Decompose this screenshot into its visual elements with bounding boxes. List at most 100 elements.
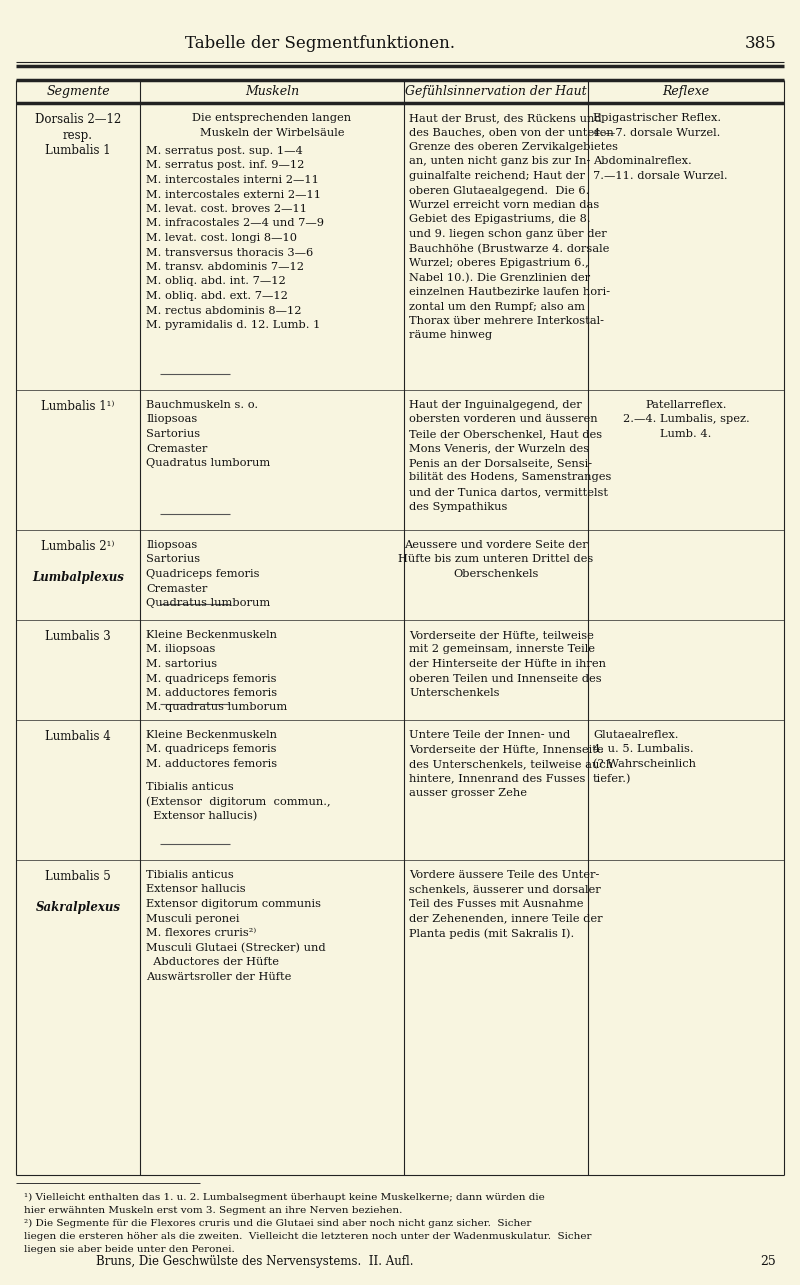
Text: guinalfalte reichend; Haut der: guinalfalte reichend; Haut der — [409, 171, 585, 181]
Text: Bauchmuskeln s. o.: Bauchmuskeln s. o. — [146, 400, 258, 410]
Text: M. levat. cost. longi 8—10: M. levat. cost. longi 8—10 — [146, 233, 297, 243]
Text: Dorsalis 2—12: Dorsalis 2—12 — [35, 113, 121, 126]
Text: Tibialis anticus: Tibialis anticus — [146, 783, 234, 792]
Text: Sartorius: Sartorius — [146, 429, 200, 439]
Text: 4. u. 5. Lumbalis.: 4. u. 5. Lumbalis. — [593, 744, 694, 754]
Text: Gebiet des Epigastriums, die 8.: Gebiet des Epigastriums, die 8. — [409, 215, 590, 225]
Text: M. infracostales 2—4 und 7—9: M. infracostales 2—4 und 7—9 — [146, 218, 324, 229]
Text: bilität des Hodens, Samenstranges: bilität des Hodens, Samenstranges — [409, 473, 611, 482]
Text: Glutaealreflex.: Glutaealreflex. — [593, 730, 678, 740]
Text: Die entsprechenden langen: Die entsprechenden langen — [193, 113, 351, 123]
Text: Mons Veneris, der Wurzeln des: Mons Veneris, der Wurzeln des — [409, 443, 589, 454]
Text: Aeussere und vordere Seite der: Aeussere und vordere Seite der — [404, 540, 588, 550]
Text: Abductores der Hüfte: Abductores der Hüfte — [146, 957, 279, 968]
Text: Cremaster: Cremaster — [146, 443, 207, 454]
Text: des Sympathikus: des Sympathikus — [409, 501, 507, 511]
Text: Abdominalreflex.: Abdominalreflex. — [593, 157, 692, 167]
Text: an, unten nicht ganz bis zur In-: an, unten nicht ganz bis zur In- — [409, 157, 590, 167]
Text: M. sartorius: M. sartorius — [146, 659, 217, 669]
Text: liegen die ersteren höher als die zweiten.  Vielleicht die letzteren noch unter : liegen die ersteren höher als die zweite… — [24, 1232, 591, 1241]
Text: Unterschenkels: Unterschenkels — [409, 687, 499, 698]
Text: des Bauches, oben von der unteren: des Bauches, oben von der unteren — [409, 127, 614, 137]
Text: Kleine Beckenmuskeln: Kleine Beckenmuskeln — [146, 630, 277, 640]
Text: Wurzel erreicht vorn median das: Wurzel erreicht vorn median das — [409, 200, 599, 209]
Text: Planta pedis (mit Sakralis I).: Planta pedis (mit Sakralis I). — [409, 928, 574, 938]
Text: Lumbalis 3: Lumbalis 3 — [45, 630, 111, 642]
Text: Reflexe: Reflexe — [662, 85, 710, 98]
Text: (Extensor  digitorum  commun.,: (Extensor digitorum commun., — [146, 797, 330, 807]
Text: Iliopsoas: Iliopsoas — [146, 540, 198, 550]
Text: Segmente: Segmente — [46, 85, 110, 98]
Text: M. rectus abdominis 8—12: M. rectus abdominis 8—12 — [146, 306, 302, 316]
Text: ²) Die Segmente für die Flexores cruris und die Glutaei sind aber noch nicht gan: ²) Die Segmente für die Flexores cruris … — [24, 1219, 531, 1228]
Text: Extensor hallucis: Extensor hallucis — [146, 884, 246, 894]
Text: M. intercostales externi 2—11: M. intercostales externi 2—11 — [146, 189, 321, 199]
Text: Haut der Brust, des Rückens und: Haut der Brust, des Rückens und — [409, 113, 602, 123]
Text: oberen Glutaealgegend.  Die 6.: oberen Glutaealgegend. Die 6. — [409, 185, 590, 195]
Text: 25: 25 — [760, 1255, 776, 1268]
Text: 4.—7. dorsale Wurzel.: 4.—7. dorsale Wurzel. — [593, 127, 720, 137]
Text: Bruns, Die Geschwülste des Nervensystems.  II. Aufl.: Bruns, Die Geschwülste des Nervensystems… — [96, 1255, 414, 1268]
Text: Lumbalis 2¹⁾: Lumbalis 2¹⁾ — [42, 540, 114, 553]
Text: Sartorius: Sartorius — [146, 555, 200, 564]
Text: Patellarreflex.: Patellarreflex. — [646, 400, 726, 410]
Text: des Unterschenkels, teilweise auch: des Unterschenkels, teilweise auch — [409, 759, 613, 768]
Text: M. obliq. abd. int. 7—12: M. obliq. abd. int. 7—12 — [146, 276, 286, 287]
Text: Lumb. 4.: Lumb. 4. — [660, 429, 712, 439]
Text: Epigastrischer Reflex.: Epigastrischer Reflex. — [593, 113, 721, 123]
Text: M. serratus post. inf. 9—12: M. serratus post. inf. 9—12 — [146, 161, 304, 171]
Text: Iliopsoas: Iliopsoas — [146, 415, 198, 424]
Text: Gefühlsinnervation der Haut: Gefühlsinnervation der Haut — [405, 85, 587, 98]
Text: Penis an der Dorsalseite, Sensi-: Penis an der Dorsalseite, Sensi- — [409, 457, 592, 468]
Text: Musculi Glutaei (Strecker) und: Musculi Glutaei (Strecker) und — [146, 942, 326, 952]
Text: Quadriceps femoris: Quadriceps femoris — [146, 569, 259, 580]
Text: Kleine Beckenmuskeln: Kleine Beckenmuskeln — [146, 730, 277, 740]
Text: ausser grosser Zehe: ausser grosser Zehe — [409, 788, 527, 798]
Text: M. quadriceps femoris: M. quadriceps femoris — [146, 744, 277, 754]
Text: M. levat. cost. broves 2—11: M. levat. cost. broves 2—11 — [146, 204, 307, 215]
Text: 385: 385 — [744, 35, 776, 51]
Text: mit 2 gemeinsam, innerste Teile: mit 2 gemeinsam, innerste Teile — [409, 645, 595, 654]
Text: liegen sie aber beide unter den Peronei.: liegen sie aber beide unter den Peronei. — [24, 1245, 234, 1254]
Text: der Hinterseite der Hüfte in ihren: der Hinterseite der Hüfte in ihren — [409, 659, 606, 669]
Text: Musculi peronei: Musculi peronei — [146, 914, 239, 924]
Text: 7.—11. dorsale Wurzel.: 7.—11. dorsale Wurzel. — [593, 171, 728, 181]
Text: Tabelle der Segmentfunktionen.: Tabelle der Segmentfunktionen. — [185, 35, 455, 51]
Text: Haut der Inguinalgegend, der: Haut der Inguinalgegend, der — [409, 400, 582, 410]
Text: Thorax über mehrere Interkostal-: Thorax über mehrere Interkostal- — [409, 316, 604, 326]
Text: Nabel 10.). Die Grenzlinien der: Nabel 10.). Die Grenzlinien der — [409, 272, 590, 283]
Text: M. serratus post. sup. 1—4: M. serratus post. sup. 1—4 — [146, 146, 302, 155]
Text: räume hinweg: räume hinweg — [409, 330, 492, 341]
Text: Lumbalis 1¹⁾: Lumbalis 1¹⁾ — [42, 400, 114, 412]
Text: einzelnen Hautbezirke laufen hori-: einzelnen Hautbezirke laufen hori- — [409, 287, 610, 297]
Text: M. intercostales interni 2—11: M. intercostales interni 2—11 — [146, 175, 319, 185]
Text: M. obliq. abd. ext. 7—12: M. obliq. abd. ext. 7—12 — [146, 290, 288, 301]
Text: Oberschenkels: Oberschenkels — [454, 569, 538, 580]
Text: tiefer.): tiefer.) — [593, 774, 631, 784]
Text: Bauchhöhe (Brustwarze 4. dorsale: Bauchhöhe (Brustwarze 4. dorsale — [409, 243, 610, 254]
Text: M. transv. abdominis 7—12: M. transv. abdominis 7—12 — [146, 262, 304, 272]
Text: Untere Teile der Innen- und: Untere Teile der Innen- und — [409, 730, 570, 740]
Text: Grenze des oberen Zervikalgebietes: Grenze des oberen Zervikalgebietes — [409, 143, 618, 152]
Text: Muskeln der Wirbelsäule: Muskeln der Wirbelsäule — [200, 127, 344, 137]
Text: ¹) Vielleicht enthalten das 1. u. 2. Lumbalsegment überhaupt keine Muskelkerne; : ¹) Vielleicht enthalten das 1. u. 2. Lum… — [24, 1192, 545, 1203]
Text: Lumbalis 5: Lumbalis 5 — [45, 870, 111, 883]
Text: und der Tunica dartos, vermittelst: und der Tunica dartos, vermittelst — [409, 487, 608, 497]
Text: Sakralplexus: Sakralplexus — [35, 901, 121, 914]
Text: M. transversus thoracis 3—6: M. transversus thoracis 3—6 — [146, 248, 314, 257]
Text: M. quadratus lumborum: M. quadratus lumborum — [146, 703, 287, 712]
Text: und 9. liegen schon ganz über der: und 9. liegen schon ganz über der — [409, 229, 606, 239]
Text: Extensor hallucis): Extensor hallucis) — [146, 811, 258, 821]
Text: M. quadriceps femoris: M. quadriceps femoris — [146, 673, 277, 684]
Text: Muskeln: Muskeln — [245, 85, 299, 98]
Text: Lumbalis 4: Lumbalis 4 — [45, 730, 111, 743]
Text: hier erwähnten Muskeln erst vom 3. Segment an ihre Nerven beziehen.: hier erwähnten Muskeln erst vom 3. Segme… — [24, 1207, 402, 1216]
Text: zontal um den Rumpf; also am: zontal um den Rumpf; also am — [409, 302, 585, 311]
Text: oberen Teilen und Innenseite des: oberen Teilen und Innenseite des — [409, 673, 602, 684]
Text: M. iliopsoas: M. iliopsoas — [146, 645, 215, 654]
Text: Vorderseite der Hüfte, Innenseite: Vorderseite der Hüfte, Innenseite — [409, 744, 604, 754]
Text: Teile der Oberschenkel, Haut des: Teile der Oberschenkel, Haut des — [409, 429, 602, 439]
Text: Tibialis anticus: Tibialis anticus — [146, 870, 234, 880]
Text: Vorderseite der Hüfte, teilweise: Vorderseite der Hüfte, teilweise — [409, 630, 594, 640]
Text: der Zehenenden, innere Teile der: der Zehenenden, innere Teile der — [409, 914, 602, 924]
